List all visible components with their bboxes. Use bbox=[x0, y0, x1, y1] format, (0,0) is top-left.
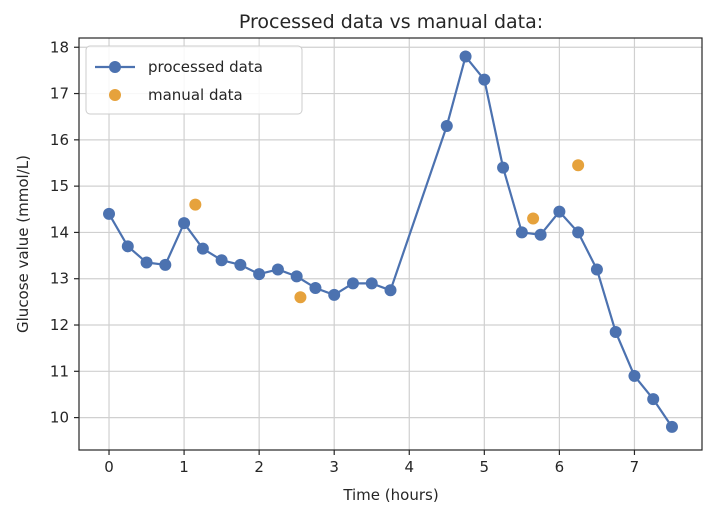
y-tick-label: 10 bbox=[50, 409, 69, 427]
processed-data-point bbox=[515, 226, 528, 239]
processed-data-point bbox=[103, 207, 116, 220]
processed-data-point bbox=[534, 228, 547, 241]
manual-data-point bbox=[572, 159, 585, 172]
processed-data-point bbox=[290, 270, 303, 283]
processed-data-point bbox=[196, 242, 209, 255]
x-tick-label: 1 bbox=[179, 458, 189, 476]
processed-data-point bbox=[459, 50, 472, 63]
processed-data-point bbox=[553, 205, 566, 218]
processed-data-point bbox=[253, 268, 266, 281]
plot-frame bbox=[78, 37, 703, 451]
processed-data-point bbox=[572, 226, 585, 239]
processed-data-point bbox=[497, 161, 510, 174]
x-tick-label: 3 bbox=[329, 458, 339, 476]
processed-data-point bbox=[365, 277, 378, 290]
x-axis-label: Time (hours) bbox=[342, 486, 438, 504]
x-tick-label: 0 bbox=[104, 458, 114, 476]
y-tick-label: 15 bbox=[50, 177, 69, 195]
processed-data-point bbox=[665, 420, 678, 433]
x-tick-label: 5 bbox=[480, 458, 490, 476]
processed-data-point bbox=[328, 288, 341, 301]
processed-data-point bbox=[309, 281, 322, 294]
manual-data-point bbox=[527, 212, 540, 225]
processed-data-point bbox=[609, 325, 622, 338]
x-axis-ticks: 0 1 2 3 4 5 6 7 bbox=[104, 450, 639, 476]
chart-title: Processed data vs manual data: bbox=[239, 11, 543, 33]
legend-label-manual: manual data bbox=[148, 86, 243, 104]
processed-data-point bbox=[628, 369, 641, 382]
manual-data-point bbox=[189, 198, 202, 211]
processed-data-point bbox=[647, 393, 660, 406]
series-manual-data bbox=[189, 159, 585, 304]
legend-label-processed: processed data bbox=[148, 58, 263, 76]
x-tick-label: 7 bbox=[630, 458, 640, 476]
y-tick-label: 11 bbox=[50, 362, 69, 380]
legend-box bbox=[85, 45, 303, 115]
processed-data-point bbox=[440, 119, 453, 132]
legend-marker-processed bbox=[109, 61, 121, 73]
processed-data-point bbox=[159, 258, 172, 271]
x-tick-label: 4 bbox=[404, 458, 414, 476]
processed-data-point bbox=[178, 217, 191, 230]
y-tick-label: 18 bbox=[50, 38, 69, 56]
y-axis-ticks: 10 11 12 13 14 15 16 17 18 bbox=[50, 38, 79, 427]
y-tick-label: 13 bbox=[50, 270, 69, 288]
manual-data-point bbox=[294, 291, 307, 304]
y-tick-label: 14 bbox=[50, 223, 69, 241]
processed-data-point bbox=[346, 277, 359, 290]
y-tick-label: 16 bbox=[50, 131, 69, 149]
processed-data-point bbox=[271, 263, 284, 276]
y-tick-label: 12 bbox=[50, 316, 69, 334]
processed-data-point bbox=[121, 240, 134, 253]
processed-data-point bbox=[478, 73, 491, 86]
legend: processed data manual data bbox=[85, 45, 303, 115]
x-tick-label: 2 bbox=[254, 458, 264, 476]
y-axis-label: Glucose value (mmol/L) bbox=[14, 155, 32, 333]
processed-data-point bbox=[215, 254, 228, 267]
processed-data-point bbox=[590, 263, 603, 276]
series-processed-data bbox=[103, 50, 678, 433]
processed-data-point bbox=[384, 284, 397, 297]
processed-data-point bbox=[234, 258, 247, 271]
x-tick-label: 6 bbox=[555, 458, 565, 476]
y-tick-label: 17 bbox=[50, 85, 69, 103]
legend-marker-manual bbox=[109, 89, 121, 101]
processed-data-point bbox=[140, 256, 153, 269]
